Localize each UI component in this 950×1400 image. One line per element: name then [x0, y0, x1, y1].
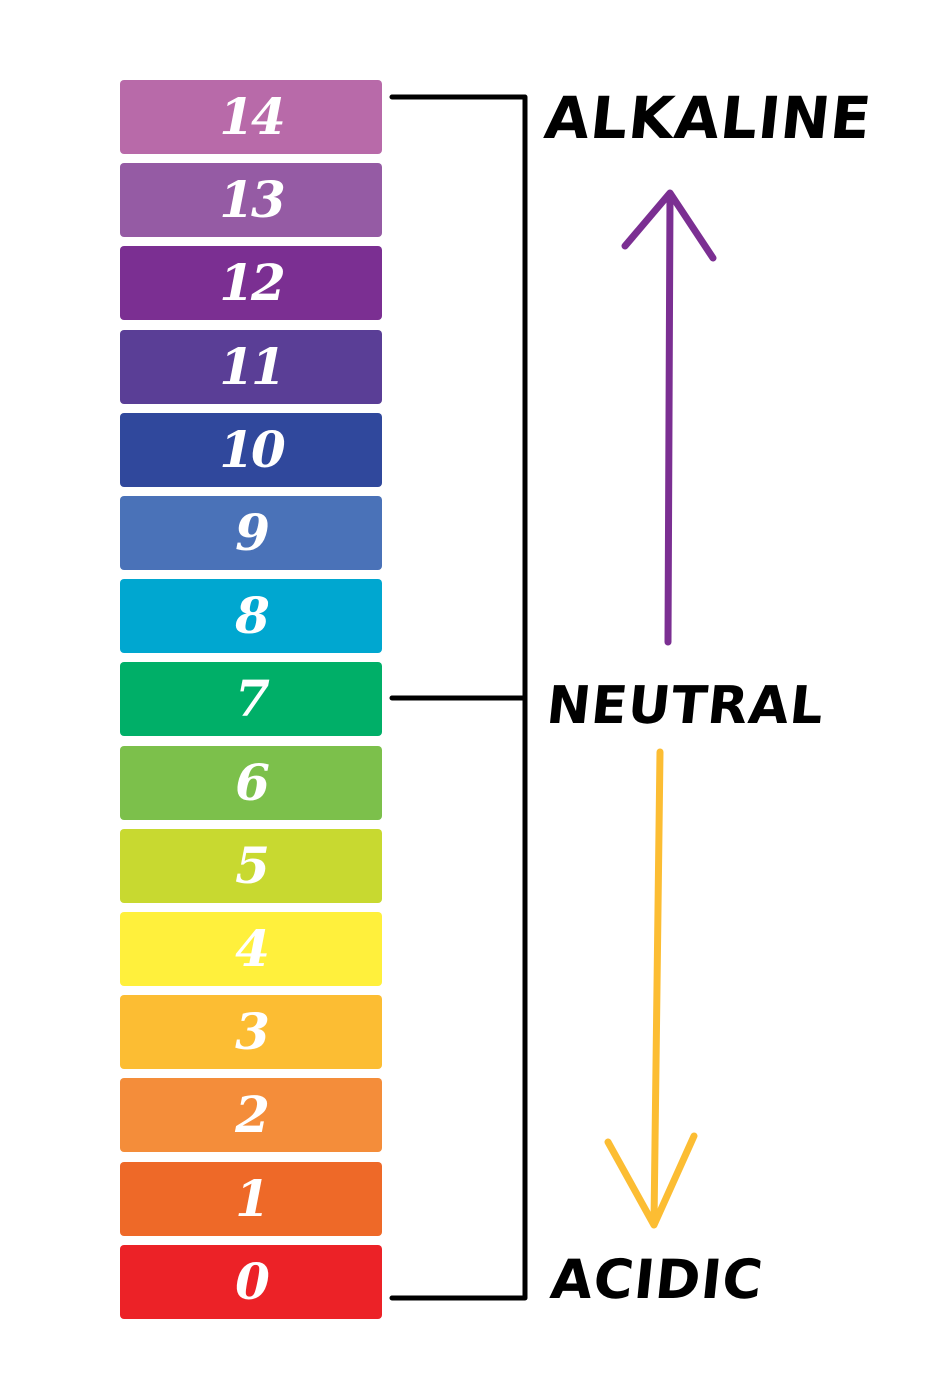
ph-band-0: 0 — [120, 1245, 382, 1319]
ph-band-11: 11 — [120, 330, 382, 404]
arrow-up-shaft — [664, 192, 674, 646]
ph-band-5: 5 — [120, 829, 382, 903]
arrow-down — [604, 748, 698, 1229]
bracket — [389, 94, 528, 1301]
ph-band-12: 12 — [120, 246, 382, 320]
ph-value: 2 — [235, 1085, 270, 1144]
ph-value: 7 — [235, 669, 270, 728]
ph-band-3: 3 — [120, 995, 382, 1069]
ph-band-14: 14 — [120, 80, 382, 154]
ph-value: 9 — [235, 503, 270, 562]
ph-band-13: 13 — [120, 163, 382, 237]
ph-band-1: 1 — [120, 1162, 382, 1236]
ph-band-2: 2 — [120, 1078, 382, 1152]
ph-value: 8 — [235, 586, 270, 645]
ph-band-7: 7 — [120, 662, 382, 736]
label-acidic: ACIDIC — [547, 1248, 767, 1311]
ph-band-4: 4 — [120, 912, 382, 986]
ph-band-8: 8 — [120, 579, 382, 653]
ph-value: 13 — [219, 170, 286, 229]
arrow-up — [621, 189, 717, 646]
arrow-down-head — [604, 1132, 698, 1229]
ph-value: 12 — [219, 253, 286, 312]
ph-value: 4 — [235, 919, 270, 978]
ph-band-9: 9 — [120, 496, 382, 570]
ph-value: 0 — [235, 1252, 270, 1311]
ph-value: 14 — [219, 87, 286, 146]
ph-value: 10 — [219, 420, 286, 479]
arrow-up-head — [621, 189, 717, 262]
label-neutral: NEUTRAL — [543, 676, 828, 736]
ph-band-10: 10 — [120, 413, 382, 487]
ph-value: 5 — [235, 836, 270, 895]
arrow-down-shaft — [650, 748, 664, 1226]
label-alkaline: ALKALINE — [541, 84, 875, 152]
ph-band-6: 6 — [120, 746, 382, 820]
ph-value: 6 — [235, 753, 270, 812]
ph-value: 11 — [219, 337, 286, 396]
ph-value: 1 — [235, 1169, 270, 1228]
ph-value: 3 — [235, 1002, 270, 1061]
